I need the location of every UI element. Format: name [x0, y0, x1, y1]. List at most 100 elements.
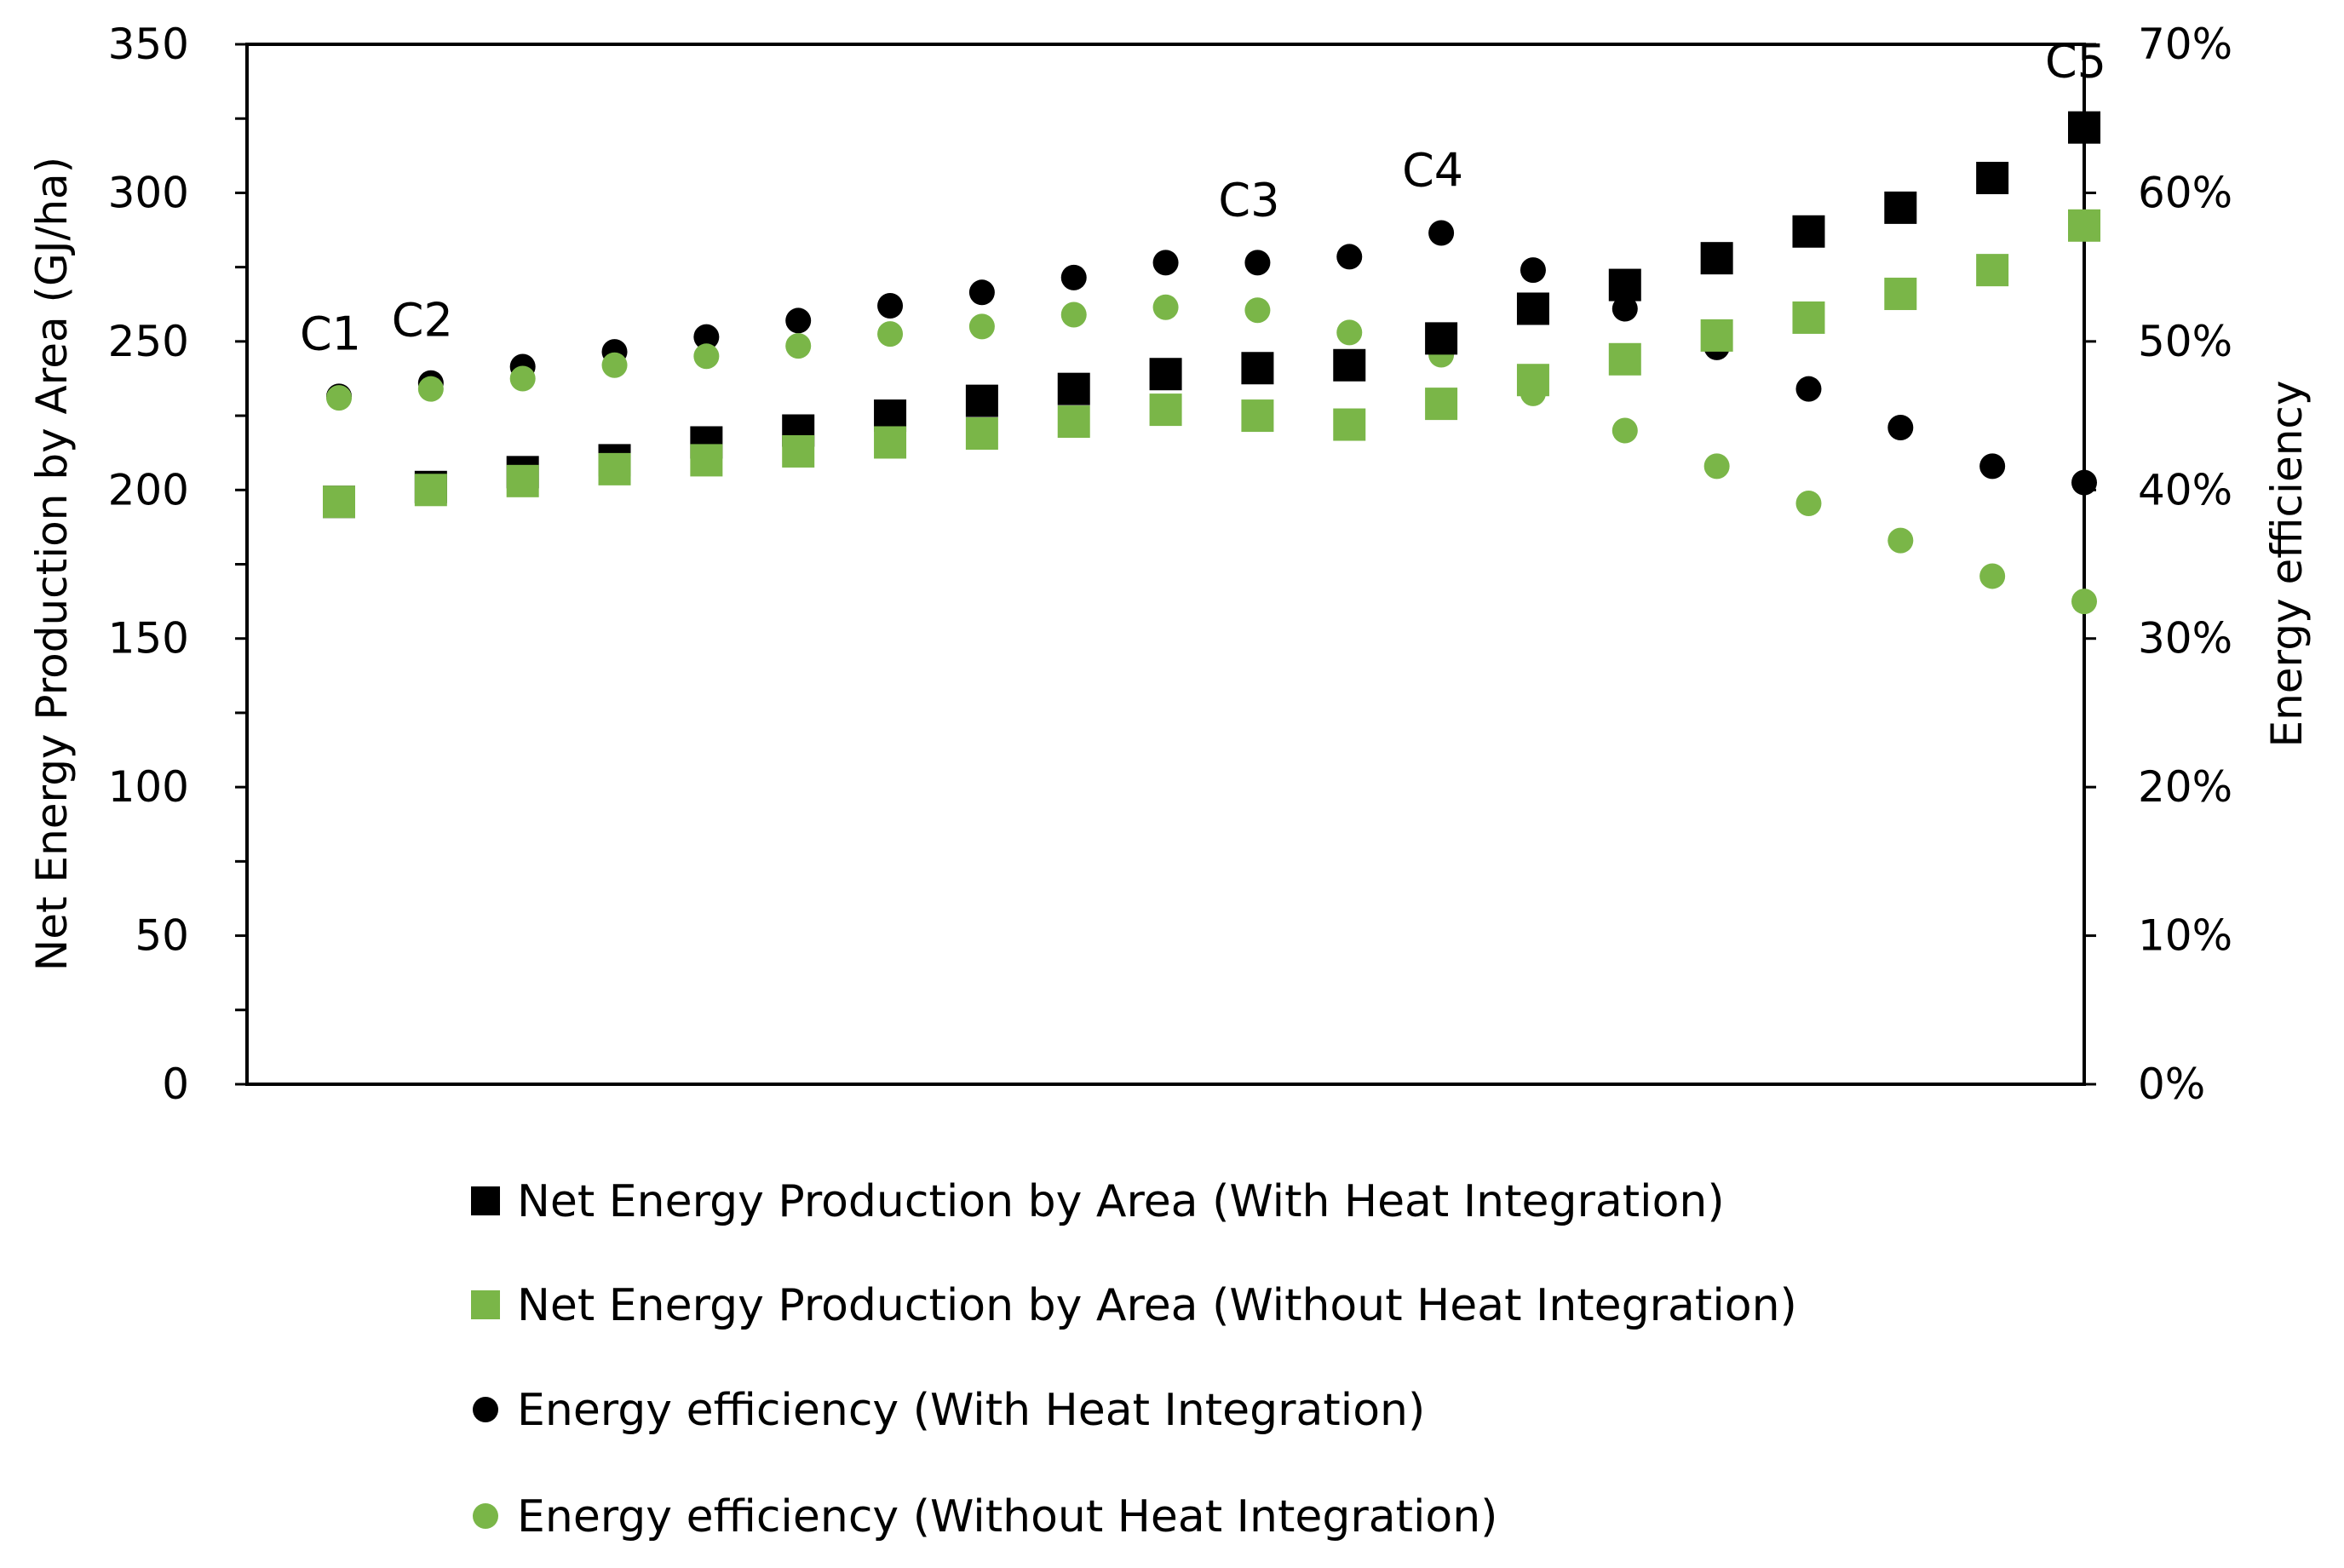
- right-tick-label: 50%: [2138, 317, 2232, 366]
- data-point-circle: [1152, 250, 1179, 276]
- data-point-square: [1976, 161, 2009, 194]
- data-point-circle: [417, 376, 444, 402]
- left-tick-label: 0: [162, 1060, 189, 1109]
- right-tick-label: 30%: [2138, 614, 2232, 663]
- legend-label: Energy efficiency (With Heat Integration…: [517, 1385, 1425, 1436]
- left-tick-label: 200: [108, 465, 189, 514]
- data-point-circle: [785, 333, 812, 359]
- data-point-square: [1700, 319, 1733, 352]
- point-label-c3: C3: [1218, 173, 1279, 227]
- series-2: [323, 209, 2100, 519]
- data-point-square: [874, 426, 907, 459]
- data-point-square: [2068, 111, 2100, 144]
- data-point-square: [1425, 322, 1458, 355]
- point-label-c2: C2: [392, 294, 453, 347]
- data-point-square: [1241, 399, 1274, 433]
- legend-square-marker: [471, 1290, 500, 1319]
- left-axis-title: Net Energy Production by Area (GJ/ha): [27, 157, 77, 971]
- data-point-square: [1884, 278, 1917, 311]
- data-point-square: [1149, 393, 1182, 427]
- legend: Net Energy Production by Area (With Heat…: [471, 1176, 1797, 1542]
- data-point-square: [414, 474, 447, 507]
- data-point-square: [1884, 191, 1917, 224]
- data-point-circle: [1979, 563, 2006, 589]
- data-point-circle: [1887, 415, 1914, 441]
- data-point-square: [2068, 209, 2100, 242]
- point-label-c4: C4: [1402, 144, 1463, 198]
- right-tick-label: 10%: [2138, 911, 2232, 961]
- data-point-circle: [693, 343, 720, 370]
- legend-item-4: Energy efficiency (Without Heat Integrat…: [473, 1491, 1497, 1542]
- data-point-square: [1333, 408, 1366, 441]
- data-point-circle: [1336, 319, 1363, 346]
- data-point-square: [1057, 372, 1090, 405]
- legend-label: Net Energy Production by Area (Without H…: [517, 1280, 1797, 1331]
- data-point-square: [506, 464, 539, 497]
- data-point-circle: [1428, 220, 1455, 246]
- legend-circle-marker: [473, 1397, 498, 1422]
- right-tick-label: 60%: [2138, 168, 2232, 217]
- left-axis-ticks: 0 50 100 150 200 250 300 350: [108, 20, 247, 1109]
- data-point-circle: [877, 321, 904, 347]
- data-point-square: [598, 452, 631, 485]
- data-point-square: [1149, 358, 1182, 391]
- data-point-circle: [1795, 376, 1822, 402]
- data-point-square: [1425, 388, 1458, 421]
- right-axis-title: Energy efficiency: [2262, 381, 2312, 748]
- data-point-circle: [1612, 296, 1638, 322]
- series-4: [326, 294, 2097, 615]
- point-labels: C1 C2 C3 C4 C5: [300, 35, 2106, 361]
- point-label-c1: C1: [300, 307, 361, 360]
- data-point-square: [1516, 292, 1549, 325]
- right-tick-label: 70%: [2138, 20, 2232, 69]
- data-point-square: [690, 444, 723, 477]
- left-tick-label: 50: [135, 911, 189, 961]
- data-point-circle: [1152, 294, 1179, 320]
- data-point-circle: [968, 313, 995, 340]
- right-axis-ticks: 0% 10% 20% 30% 40% 50% 60% 70%: [2084, 20, 2232, 1109]
- left-tick-label: 300: [108, 168, 189, 217]
- left-tick-label: 100: [108, 762, 189, 812]
- data-point-circle: [1795, 490, 1822, 516]
- left-tick-label: 350: [108, 20, 189, 69]
- legend-item-2: Net Energy Production by Area (Without H…: [471, 1280, 1797, 1331]
- data-point-circle: [1244, 250, 1271, 276]
- data-point-circle: [1703, 453, 1730, 480]
- legend-label: Net Energy Production by Area (With Heat…: [517, 1176, 1725, 1227]
- right-tick-label: 40%: [2138, 465, 2232, 514]
- left-tick-label: 150: [108, 614, 189, 663]
- data-point-square: [1516, 364, 1549, 397]
- left-tick-label: 250: [108, 317, 189, 366]
- data-point-circle: [601, 352, 628, 378]
- data-point-circle: [1244, 297, 1271, 324]
- legend-item-1: Net Energy Production by Area (With Heat…: [471, 1176, 1725, 1227]
- data-point-square: [1976, 254, 2009, 287]
- data-point-square: [1057, 405, 1090, 439]
- data-point-circle: [1979, 453, 2006, 480]
- legend-item-3: Energy efficiency (With Heat Integration…: [473, 1385, 1425, 1436]
- data-point-square: [1700, 242, 1733, 275]
- data-point-circle: [1060, 264, 1087, 290]
- data-point-circle: [1060, 302, 1087, 328]
- data-point-circle: [1887, 527, 1914, 554]
- data-point-square: [323, 485, 355, 519]
- data-point-square: [1608, 342, 1641, 376]
- data-point-circle: [509, 365, 536, 392]
- data-point-square: [1333, 348, 1366, 382]
- data-point-circle: [1520, 257, 1546, 284]
- data-point-square: [965, 417, 998, 451]
- data-point-circle: [785, 307, 812, 334]
- legend-circle-marker: [473, 1503, 498, 1529]
- right-tick-label: 20%: [2138, 762, 2232, 812]
- data-point-circle: [2071, 469, 2097, 496]
- data-point-square: [1792, 215, 1825, 248]
- data-point-circle: [968, 279, 995, 306]
- data-point-circle: [877, 292, 904, 319]
- legend-label: Energy efficiency (Without Heat Integrat…: [517, 1491, 1497, 1542]
- right-tick-label: 0%: [2138, 1060, 2205, 1109]
- data-point-circle: [1336, 244, 1363, 270]
- data-point-circle: [693, 324, 720, 350]
- data-point-square: [1608, 268, 1641, 302]
